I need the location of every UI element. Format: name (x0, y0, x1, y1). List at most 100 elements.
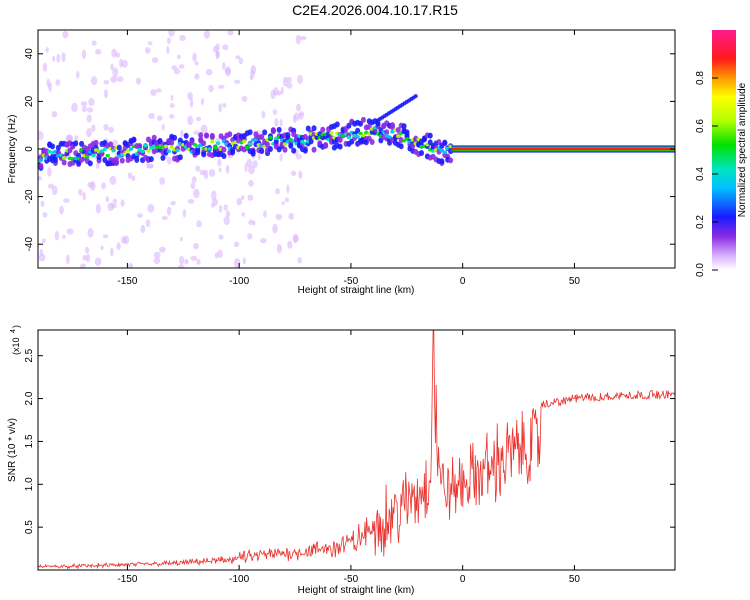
spectrogram-noise-blob (123, 235, 130, 245)
spectrogram-noise-blob (261, 110, 266, 119)
spectrogram-band-blob (427, 132, 433, 139)
snr-x-tick-label: -150 (117, 574, 137, 585)
spectrogram-band-blob (398, 143, 404, 150)
spectrogram-band-blob (276, 126, 282, 133)
spectrogram-noise-blob (203, 169, 209, 180)
spectrogram-band-blob (38, 162, 44, 169)
spectrogram-noise-blob (47, 167, 52, 177)
spectrogram-core-blob (282, 142, 288, 146)
spectrogram-core-blob (247, 142, 253, 146)
spectrogram-noise-blob (146, 162, 150, 169)
spectrogram-noise-blob (120, 199, 125, 207)
spectrogram-core-blob (329, 131, 334, 135)
spectrogram-x-tick-label: -50 (344, 276, 359, 287)
spectrogram-core-blob (175, 148, 180, 153)
snr-x-tick-label: -50 (344, 574, 359, 585)
spectrogram-noise-blob (297, 74, 303, 84)
spectrogram-noise-blob (217, 84, 225, 89)
spectrogram-noise-blob (170, 95, 174, 101)
spectrogram-band-blob (395, 127, 401, 134)
spectrogram-noise-blob (205, 68, 213, 76)
spectrogram-core-blob (207, 147, 212, 151)
spectrogram-noise-blob (109, 175, 117, 185)
spectrogram-noise-blob (297, 257, 303, 264)
spectrogram-noise-blob (95, 48, 102, 55)
spectrogram-noise-blob (299, 36, 307, 41)
spectrogram-noise-blob (52, 55, 56, 62)
spectrogram-noise-blob (88, 98, 95, 107)
spectrogram-noise-blob (252, 220, 256, 226)
spectrogram-noise-blob (224, 66, 232, 77)
spectrogram-noise-blob (80, 101, 88, 106)
spectrogram-y-label: Frequency (Hz) (7, 115, 18, 184)
spectrogram-band-blob (108, 141, 114, 148)
spectrogram-noise-blob (89, 181, 96, 191)
spectrogram-noise-blob (38, 176, 42, 181)
spectrogram-core-blob (111, 148, 116, 153)
spectrogram-noise-blob (78, 188, 83, 196)
spectrogram-noise-blob (179, 34, 186, 42)
spectrogram-noise-blob (140, 224, 146, 234)
spectrogram-noise-blob (100, 245, 104, 251)
spectrogram-band-blob (209, 132, 215, 139)
spectrogram-noise-blob (217, 158, 222, 167)
spectrogram-noise-blob (42, 212, 48, 218)
spectrogram-noise-blob (150, 89, 157, 97)
spectrogram-noise-blob (227, 30, 234, 36)
spectrogram-marks (38, 30, 675, 268)
spectrogram-noise-blob (215, 50, 220, 58)
spectrogram-noise-blob (222, 44, 229, 51)
spectrogram-core-blob (210, 139, 215, 144)
spectrogram-band-blob (183, 132, 189, 139)
spectrogram-noise-blob (76, 70, 80, 79)
snr-y-tick-label: 1.5 (24, 434, 35, 448)
spectrogram-band-blob (73, 140, 79, 147)
snr-y-tick-label: 2.5 (24, 348, 35, 362)
spectrogram-noise-blob (169, 114, 175, 119)
spectrogram-noise-blob (148, 112, 155, 120)
spectrogram-band-blob (311, 146, 317, 153)
spectrogram-core-blob (387, 135, 392, 139)
spectrogram-noise-blob (103, 79, 110, 85)
spectrogram-noise-blob (86, 114, 92, 123)
spectrogram-core-blob (346, 135, 352, 140)
snr-y-tick-label: 0.5 (24, 520, 35, 534)
spectrogram-noise-blob (115, 52, 121, 58)
snr-multiplier-base: (x10 (11, 337, 21, 355)
snr-x-label: Height of straight line (km) (298, 585, 415, 596)
spectrogram-noise-blob (263, 210, 267, 218)
spectrogram-core-blob (358, 131, 363, 136)
spectrogram-noise-blob (168, 30, 175, 37)
spectrogram-noise-blob (275, 188, 280, 195)
spectrogram-core-blob (361, 133, 366, 138)
spectrogram-noise-blob (194, 61, 199, 66)
spectrogram-noise-blob (112, 67, 119, 78)
spectrogram-noise-blob (192, 52, 197, 62)
spectrogram-noise-blob (171, 65, 178, 71)
spectrogram-band-blob (358, 120, 364, 127)
spectrogram-noise-blob (136, 213, 143, 218)
spectrogram-band-blob (93, 139, 99, 146)
spectrogram-noise-blob (187, 198, 195, 204)
spectrogram-band-blob (291, 147, 297, 154)
spectrogram-noise-blob (295, 154, 302, 160)
spectrogram-noise-blob (248, 179, 254, 187)
spectrogram-x-label: Height of straight line (km) (298, 285, 415, 296)
snr-y-tick-label: 2.0 (24, 391, 35, 405)
spectrogram-noise-blob (182, 208, 187, 218)
spectrogram-y-tick-label: -20 (24, 189, 35, 204)
snr-panel: -150 -100 -50 0 50 0.5 1.0 1.5 2.0 2.5 Height of… (7, 325, 676, 596)
spectrogram-noise-blob (144, 47, 151, 54)
spectrogram-noise-blob (102, 234, 109, 239)
spectrogram-noise-blob (40, 200, 45, 207)
spectrogram-noise-blob (272, 109, 278, 115)
spectrogram-noise-blob (38, 253, 46, 262)
spectrogram-noise-blob (293, 114, 297, 124)
spectrogram-band-blob (201, 140, 207, 147)
spectrogram-noise-blob (193, 242, 199, 250)
spectrogram-noise-blob (218, 234, 224, 240)
spectrogram-noise-blob (161, 215, 168, 220)
spectrogram-band-blob (250, 148, 256, 155)
colorbar-label: Normalized spectral amplitude (737, 82, 748, 217)
spectrogram-band-blob (247, 129, 253, 136)
